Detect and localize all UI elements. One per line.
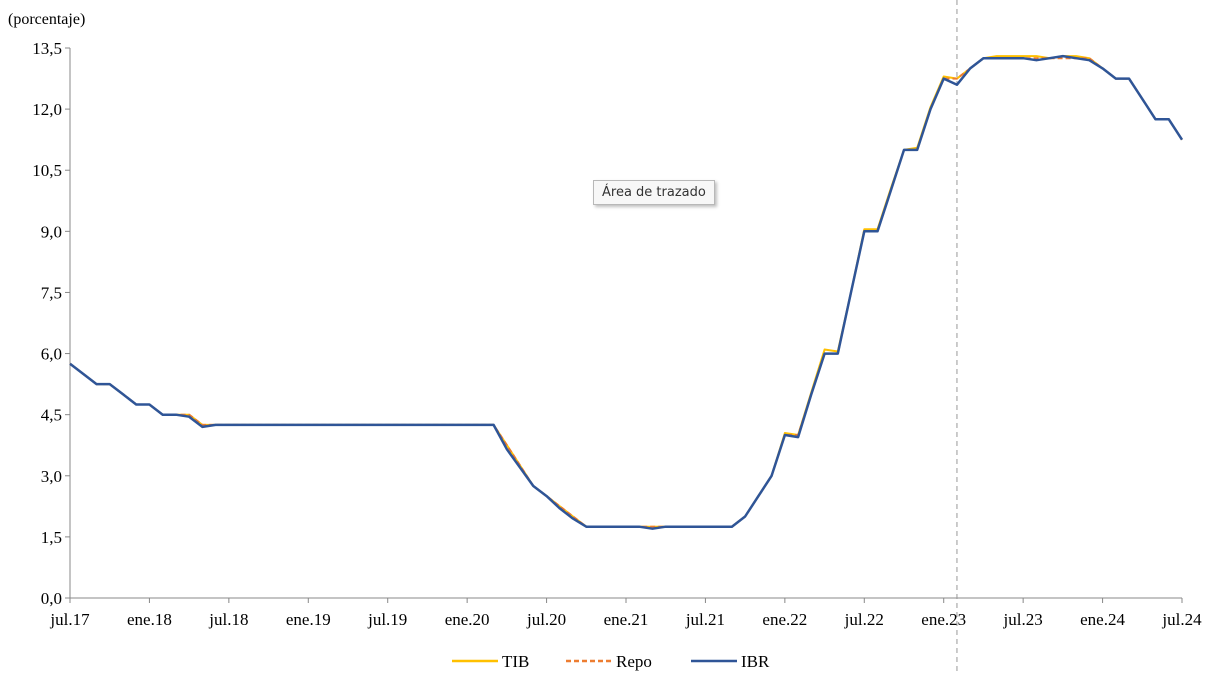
axes xyxy=(65,47,1183,603)
x-tick-label: jul.22 xyxy=(844,610,884,629)
y-tick-label: 1,5 xyxy=(41,528,62,547)
plot-area xyxy=(69,54,1184,530)
y-tick-label: 3,0 xyxy=(41,467,62,486)
x-tick-label: jul.20 xyxy=(526,610,566,629)
legend: TIB Repo IBR xyxy=(452,652,770,671)
x-tick-label: jul.21 xyxy=(685,610,725,629)
x-tick-label: jul.18 xyxy=(208,610,248,629)
y-tick-label: 0,0 xyxy=(41,589,62,608)
x-tick-label: ene.22 xyxy=(762,610,807,629)
y-tick-label: 12,0 xyxy=(32,100,62,119)
y-tick-label: 9,0 xyxy=(41,222,62,241)
x-tick-label: ene.20 xyxy=(445,610,490,629)
y-tick-label: 6,0 xyxy=(41,345,62,364)
x-axis-tick-labels: jul.17 ene.18 jul.18 ene.19 jul.19 ene.20 jul.… xyxy=(49,610,1202,629)
x-tick-label: jul.19 xyxy=(367,610,407,629)
x-tick-label: ene.21 xyxy=(604,610,649,629)
y-tick-label: 4,5 xyxy=(41,406,62,425)
x-tick-label: jul.17 xyxy=(49,610,90,629)
series-line-tib xyxy=(69,55,1183,528)
y-axis-tick-labels: 0,0 1,5 3,0 4,5 6,0 7,5 9,0 10,5 12,0 13,5 xyxy=(32,39,62,608)
legend-label-tib: TIB xyxy=(502,652,529,671)
x-tick-label: jul.23 xyxy=(1003,610,1043,629)
x-tick-label: ene.18 xyxy=(127,610,172,629)
x-tick-label: ene.24 xyxy=(1080,610,1125,629)
x-tick-label: jul.24 xyxy=(1161,610,1202,629)
x-tick-label: ene.19 xyxy=(286,610,331,629)
series-line-ibr xyxy=(69,54,1184,530)
plot-area-tooltip: Área de trazado xyxy=(593,180,715,205)
y-axis-unit-label: (porcentaje) xyxy=(8,11,85,28)
y-tick-label: 13,5 xyxy=(32,39,62,58)
y-tick-label: 7,5 xyxy=(41,283,62,302)
series-line-repo xyxy=(69,57,1183,528)
legend-label-repo: Repo xyxy=(616,652,652,671)
legend-label-ibr: IBR xyxy=(741,652,770,671)
x-tick-label: ene.23 xyxy=(921,610,966,629)
y-tick-label: 10,5 xyxy=(32,161,62,180)
